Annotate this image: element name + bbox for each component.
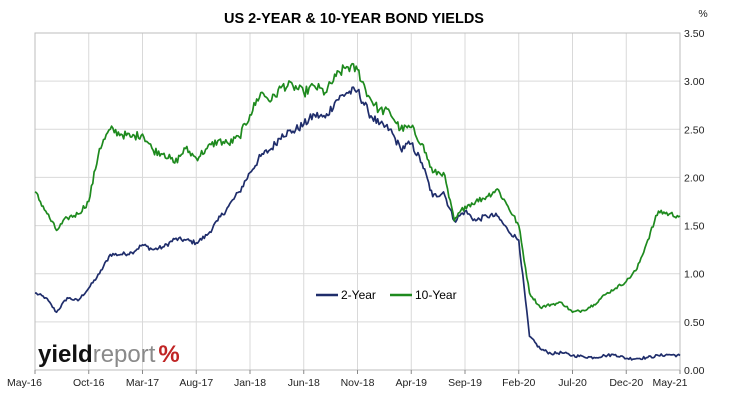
y-tick-label: 0.00 — [684, 365, 705, 377]
y-tick-label: 3.00 — [684, 76, 705, 88]
x-tick-label: Feb-20 — [502, 377, 535, 389]
y-tick-label: 2.50 — [684, 124, 705, 136]
x-tick-label: May-16 — [7, 377, 42, 389]
series-line-10-year — [34, 62, 681, 314]
legend: 2-Year 10-Year — [316, 288, 457, 302]
x-tick-label: Apr-19 — [395, 377, 427, 389]
x-tick-label: May-21 — [652, 377, 687, 389]
x-tick-label: Dec-20 — [609, 377, 643, 389]
y-tick-label: 2.00 — [684, 172, 705, 184]
x-tick-label: Aug-17 — [179, 377, 213, 389]
x-tick-label: Nov-18 — [341, 377, 375, 389]
yieldreport-logo: yieldreport% — [38, 341, 180, 368]
logo-percent-symbol: % — [158, 341, 179, 368]
logo-report: report — [93, 341, 156, 368]
gridlines — [35, 33, 680, 370]
chart-title: US 2-YEAR & 10-YEAR BOND YIELDS — [224, 11, 484, 27]
legend-label-10-year: 10-Year — [415, 288, 457, 302]
x-tick-label: Jan-18 — [234, 377, 266, 389]
x-tick-label: Jun-18 — [288, 377, 320, 389]
x-tick-label: Oct-16 — [73, 377, 105, 389]
y-tick-label: 1.50 — [684, 221, 705, 233]
series-lines — [34, 62, 681, 361]
y-tick-label: 1.00 — [684, 269, 705, 281]
y-tick-label: 0.50 — [684, 317, 705, 329]
y-unit-label: % — [698, 8, 707, 20]
x-tick-label: Sep-19 — [448, 377, 482, 389]
series-line-2-year — [34, 86, 681, 361]
axes: 0.00 0.50 1.00 1.50 2.00 2.50 3.00 3.50 May-16 Oc… — [7, 28, 705, 389]
x-tick-label: Mar-17 — [126, 377, 159, 389]
y-tick-label: 3.50 — [684, 28, 705, 40]
x-tick-label: Jul-20 — [558, 377, 587, 389]
logo-yield: yield — [38, 341, 93, 368]
legend-label-2-year: 2-Year — [341, 288, 376, 302]
